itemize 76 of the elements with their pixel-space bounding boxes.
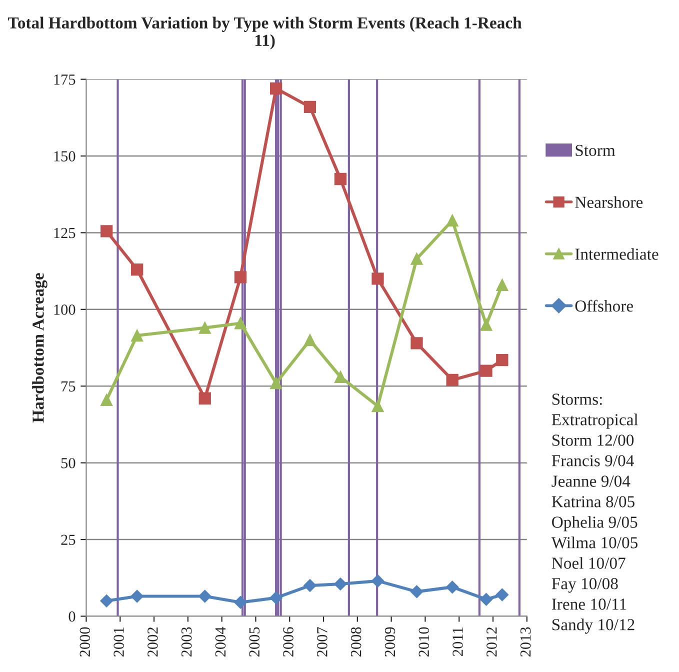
x-tick-label: 2001: [114, 628, 124, 657]
point: [410, 337, 423, 350]
text: Katrina 8/05: [552, 496, 634, 508]
x-tick-label: 2009: [384, 627, 396, 657]
text: Storm 12/00: [552, 434, 634, 446]
point: [480, 318, 492, 331]
x-tick-label: 2012: [486, 627, 497, 657]
point: [334, 578, 347, 590]
x-tick-label: 2000: [80, 627, 90, 657]
x-tick-label: 2008: [350, 627, 362, 657]
point: [198, 392, 211, 404]
point: [234, 596, 247, 609]
point: [270, 82, 282, 95]
point: [131, 263, 144, 276]
x-tick-label: 2013: [520, 627, 531, 657]
x-tick-label: 2006: [283, 627, 294, 657]
point: [371, 574, 384, 588]
x-tick-label: 2005: [249, 627, 260, 657]
chart-title: Total Hardbottom Variation by Type with Storm Events (Reach 1-Reach 11): [8, 16, 522, 50]
y-tick-label: 125: [54, 228, 76, 238]
y-tick-label: 25: [61, 534, 76, 545]
point: [480, 592, 493, 606]
point: [372, 272, 384, 285]
point: [130, 590, 144, 603]
y-tick-label: 50: [61, 458, 76, 468]
y-axis-title: Hardbottom Acreage: [32, 273, 48, 423]
x-tick-label: 2002: [148, 627, 158, 657]
point: [304, 334, 316, 346]
text: Fay 10/08: [552, 578, 618, 593]
point: [496, 354, 508, 366]
text: Irene 10/11: [552, 598, 626, 610]
point: [496, 278, 508, 291]
y-tick-label: 100: [54, 304, 76, 315]
point: [270, 591, 282, 604]
point: [100, 394, 113, 406]
point: [446, 374, 458, 386]
text: Noel 10/07: [552, 557, 626, 569]
point: [480, 364, 492, 377]
point: [372, 400, 384, 412]
point: [496, 588, 509, 602]
text: Wilma 10/05: [551, 536, 638, 548]
y-tick-label: 150: [54, 151, 76, 162]
point: [131, 329, 144, 342]
x-tick-label: 2003: [181, 627, 192, 657]
x-tick-label: 2007: [317, 627, 328, 657]
y-tick-label: 0: [68, 611, 76, 622]
legend-label: Intermediate: [575, 248, 658, 260]
text: Jeanne 9/04: [552, 476, 630, 487]
x-tick-label: 2004: [215, 626, 226, 657]
point: [100, 594, 113, 608]
point: [446, 580, 459, 594]
legend-label: Nearshore: [575, 196, 643, 208]
point: [304, 100, 316, 113]
y-tick-label: 75: [62, 381, 76, 392]
point: [234, 317, 247, 330]
point: [198, 322, 211, 334]
point: [100, 225, 113, 238]
legend-label: Storm: [576, 144, 616, 156]
point: [234, 271, 247, 284]
text: Francis 9/04: [552, 455, 634, 466]
point: [410, 585, 424, 598]
point: [304, 579, 316, 592]
point: [446, 214, 458, 227]
text: Sandy 10/12: [552, 618, 634, 634]
legend-label: Offshore: [575, 300, 634, 312]
x-tick-label: 2011: [452, 628, 463, 656]
point: [198, 590, 212, 603]
point: [270, 376, 282, 390]
text: Storms:: [552, 394, 602, 405]
point: [334, 370, 347, 383]
x-tick-label: 2010: [418, 627, 430, 657]
y-tick-label: 175: [54, 74, 76, 85]
point: [334, 172, 347, 186]
text: Extratropical: [552, 414, 638, 429]
text: Ophelia 9/05: [552, 516, 638, 532]
point: [410, 252, 423, 265]
